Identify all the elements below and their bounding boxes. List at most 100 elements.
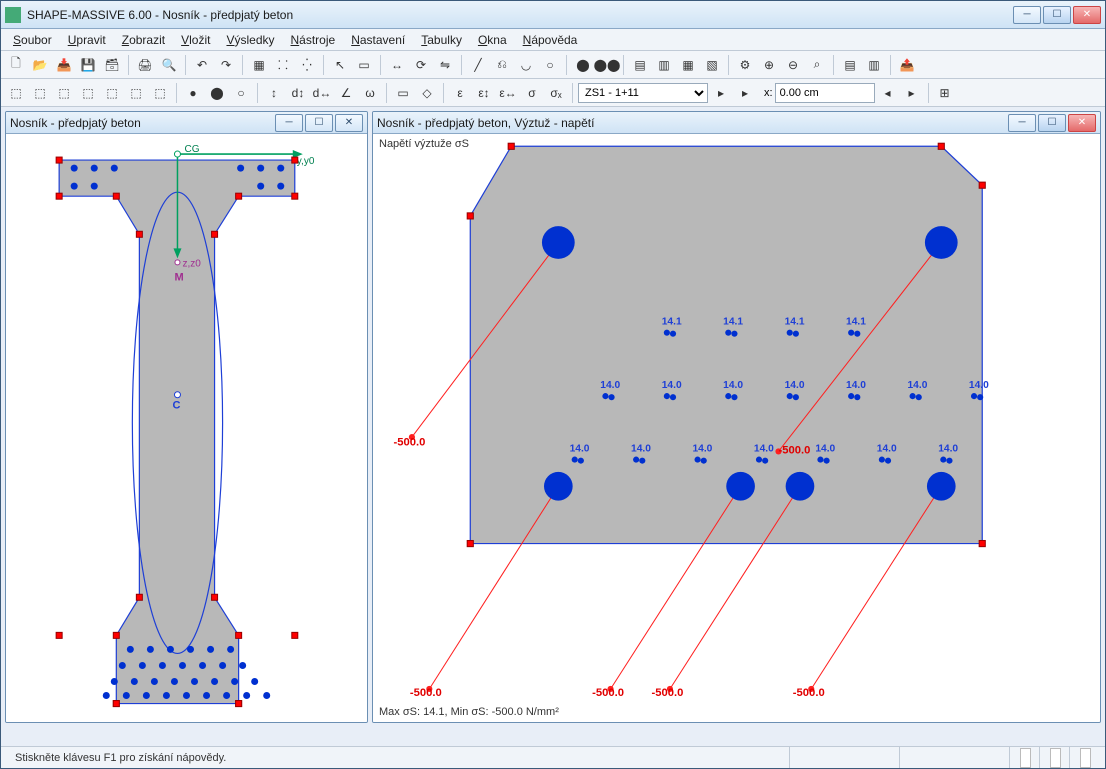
left-min-button[interactable]: ─: [275, 114, 303, 132]
x-label: x:: [764, 87, 773, 99]
loadcase-combo[interactable]: ZS1 - 1+11: [578, 83, 708, 103]
new-icon[interactable]: 🗋: [5, 54, 27, 76]
t2-t-icon[interactable]: ε↔: [497, 82, 519, 104]
menu-file[interactable]: Soubor: [5, 31, 60, 49]
next-icon[interactable]: ▸: [901, 82, 923, 104]
menu-windows[interactable]: Okna: [470, 31, 515, 49]
print-preview-icon[interactable]: 🔍: [158, 54, 180, 76]
table3-icon[interactable]: ▦: [677, 54, 699, 76]
t2-i-icon[interactable]: ⬤: [206, 82, 228, 104]
svg-text:M: M: [174, 271, 183, 283]
t2-r-icon[interactable]: ε: [449, 82, 471, 104]
svg-text:-500.0: -500.0: [592, 687, 624, 699]
t2-d-icon[interactable]: ⬚: [77, 82, 99, 104]
menu-tables[interactable]: Tabulky: [413, 31, 470, 49]
import-icon[interactable]: 📥: [53, 54, 75, 76]
menu-view[interactable]: Zobrazit: [114, 31, 173, 49]
t2-j-icon[interactable]: ○: [230, 82, 252, 104]
save-icon[interactable]: 💾: [77, 54, 99, 76]
table4-icon[interactable]: ▧: [701, 54, 723, 76]
zoom-out-icon[interactable]: ⊖: [782, 54, 804, 76]
layers2-icon[interactable]: ▥: [863, 54, 885, 76]
svg-text:14.0: 14.0: [877, 443, 897, 454]
svg-text:-500.0: -500.0: [793, 687, 825, 699]
t2-l-icon[interactable]: d↕: [287, 82, 309, 104]
svg-text:z,z0: z,z0: [182, 258, 201, 269]
t2-c-icon[interactable]: ⬚: [53, 82, 75, 104]
redo-icon[interactable]: ↷: [215, 54, 237, 76]
t2-p-icon[interactable]: ▭: [392, 82, 414, 104]
rotate-icon[interactable]: ⟳: [410, 54, 432, 76]
statusbar: Stiskněte klávesu F1 pro získání nápověd…: [1, 746, 1105, 768]
t2-b-icon[interactable]: ⬚: [29, 82, 51, 104]
t2-k-icon[interactable]: ↕: [263, 82, 285, 104]
line-icon[interactable]: ╱: [467, 54, 489, 76]
svg-text:CG: CG: [184, 144, 199, 155]
svg-text:C: C: [172, 400, 180, 412]
circle-icon[interactable]: ○: [539, 54, 561, 76]
svg-text:-500.0: -500.0: [652, 687, 684, 699]
zoom-in-icon[interactable]: ⊕: [758, 54, 780, 76]
save-all-icon[interactable]: 🗃: [101, 54, 123, 76]
select-icon[interactable]: ▭: [353, 54, 375, 76]
right-window: Nosník - předpjatý beton, Výztuž - napět…: [372, 111, 1101, 723]
open-icon[interactable]: 📂: [29, 54, 51, 76]
svg-text:14.0: 14.0: [692, 443, 712, 454]
svg-text:14.0: 14.0: [754, 443, 774, 454]
t2-q-icon[interactable]: ◇: [416, 82, 438, 104]
snap-icon[interactable]: ⸬: [272, 54, 294, 76]
print-icon[interactable]: 🖨: [134, 54, 156, 76]
left-canvas[interactable]: CGy,y0z,z0MC: [6, 134, 367, 722]
right-canvas[interactable]: Napětí výztuže σS -500.0-500.0-500.0-500…: [373, 134, 1100, 722]
menubar[interactable]: Soubor Upravit Zobrazit Vložit Výsledky …: [1, 29, 1105, 51]
polyline-icon[interactable]: ⎌: [491, 54, 513, 76]
menu-help[interactable]: Nápověda: [515, 31, 586, 49]
arrow-icon[interactable]: ↖: [329, 54, 351, 76]
t2-f-icon[interactable]: ⬚: [125, 82, 147, 104]
app-title: SHAPE-MASSIVE 6.00 - Nosník - předpjatý …: [27, 8, 293, 22]
prev-icon[interactable]: ◂: [877, 82, 899, 104]
t2-w-icon[interactable]: ▸: [710, 82, 732, 104]
right-min-button[interactable]: ─: [1008, 114, 1036, 132]
zoom-fit-icon[interactable]: ⌕: [806, 54, 828, 76]
t2-v-icon[interactable]: σₓ: [545, 82, 567, 104]
table1-icon[interactable]: ▤: [629, 54, 651, 76]
calc-icon[interactable]: ⚙: [734, 54, 756, 76]
menu-edit[interactable]: Upravit: [60, 31, 114, 49]
menu-tools[interactable]: Nástroje: [283, 31, 344, 49]
t2-s-icon[interactable]: ε↕: [473, 82, 495, 104]
t2-grid-icon[interactable]: ⊞: [934, 82, 956, 104]
t2-o-icon[interactable]: ω: [359, 82, 381, 104]
t2-x-icon[interactable]: ▸: [734, 82, 756, 104]
mirror-icon[interactable]: ⇋: [434, 54, 456, 76]
left-close-button[interactable]: ✕: [335, 114, 363, 132]
right-close-button[interactable]: ✕: [1068, 114, 1096, 132]
rebar-row-icon[interactable]: ⬤⬤: [596, 54, 618, 76]
undo-icon[interactable]: ↶: [191, 54, 213, 76]
t2-u-icon[interactable]: σ: [521, 82, 543, 104]
layers-icon[interactable]: ▤: [839, 54, 861, 76]
arc-icon[interactable]: ◡: [515, 54, 537, 76]
export-icon[interactable]: 📤: [896, 54, 918, 76]
rebar-icon[interactable]: ⬤: [572, 54, 594, 76]
t2-m-icon[interactable]: d↔: [311, 82, 333, 104]
x-input[interactable]: [775, 83, 875, 103]
right-max-button[interactable]: ☐: [1038, 114, 1066, 132]
move-icon[interactable]: ↔: [386, 54, 408, 76]
t2-g-icon[interactable]: ⬚: [149, 82, 171, 104]
t2-a-icon[interactable]: ⬚: [5, 82, 27, 104]
menu-results[interactable]: Výsledky: [218, 31, 282, 49]
left-max-button[interactable]: ☐: [305, 114, 333, 132]
grid-icon[interactable]: ▦: [248, 54, 270, 76]
close-button[interactable]: ✕: [1073, 6, 1101, 24]
toolbar-2: ⬚ ⬚ ⬚ ⬚ ⬚ ⬚ ⬚ ● ⬤ ○ ↕ d↕ d↔ ∠ ω ▭ ◇ ε ε↕…: [1, 79, 1105, 107]
minimize-button[interactable]: ─: [1013, 6, 1041, 24]
menu-settings[interactable]: Nastavení: [343, 31, 413, 49]
maximize-button[interactable]: ☐: [1043, 6, 1071, 24]
t2-e-icon[interactable]: ⬚: [101, 82, 123, 104]
menu-insert[interactable]: Vložit: [173, 31, 218, 49]
table2-icon[interactable]: ▥: [653, 54, 675, 76]
points-icon[interactable]: ⁛: [296, 54, 318, 76]
t2-h-icon[interactable]: ●: [182, 82, 204, 104]
t2-n-icon[interactable]: ∠: [335, 82, 357, 104]
